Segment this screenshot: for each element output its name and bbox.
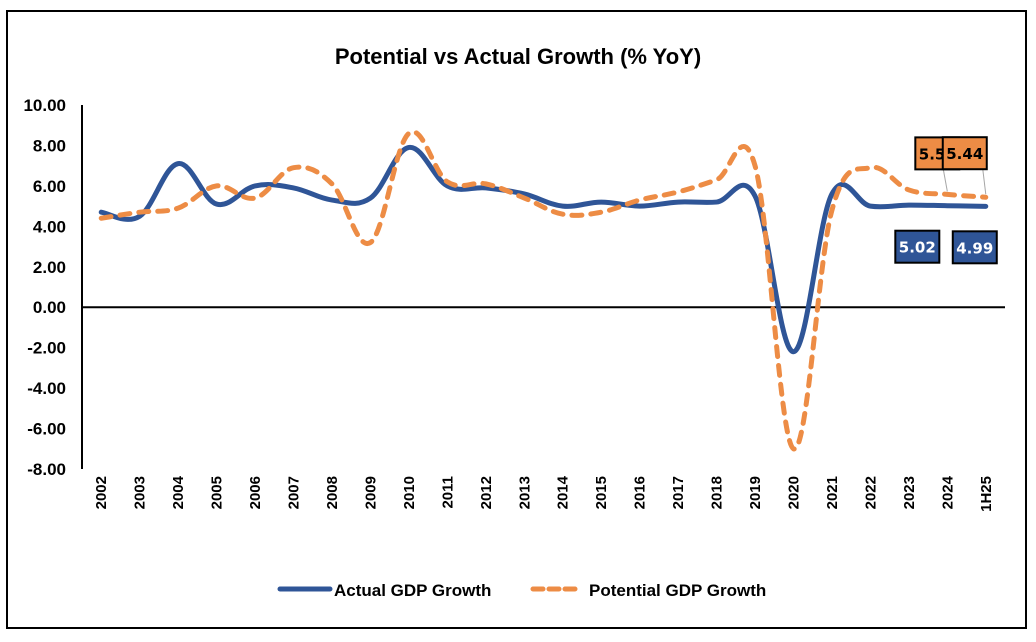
label-leaders xyxy=(942,169,987,195)
x-tick-label: 2024 xyxy=(939,475,956,509)
y-tick-label: 8.00 xyxy=(33,136,66,155)
y-tick-label: 6.00 xyxy=(33,177,66,196)
chart-title: Potential vs Actual Growth (% YoY) xyxy=(335,44,701,69)
x-tick-label: 2010 xyxy=(401,476,418,509)
x-tick-label: 2023 xyxy=(901,476,918,509)
legend: Actual GDP Growth Potential GDP Growth xyxy=(277,581,766,600)
data-label: 5.02 xyxy=(899,239,936,257)
y-tick-label: 2.00 xyxy=(33,258,66,277)
data-label-box xyxy=(894,229,941,264)
data-label-box xyxy=(941,136,988,171)
x-tick-label: 2019 xyxy=(747,476,764,509)
y-tick-label: -2.00 xyxy=(27,339,66,358)
y-axis-ticks: 10.00 8.00 6.00 4.00 2.00 0.00 -2.00 -4.00 -6.00… xyxy=(23,96,66,479)
x-tick-label: 2018 xyxy=(709,476,726,509)
y-tick-label: 4.00 xyxy=(33,217,66,236)
legend-label-actual: Actual GDP Growth xyxy=(334,581,491,600)
x-tick-label: 2008 xyxy=(324,476,341,509)
data-label-box xyxy=(951,230,998,265)
series-group xyxy=(98,129,989,452)
y-tick-label: 10.00 xyxy=(23,96,66,115)
y-tick-label: -8.00 xyxy=(27,460,66,479)
x-tick-label: 2016 xyxy=(632,476,649,509)
x-tick-label: 2015 xyxy=(593,476,610,509)
x-tick-label: 2020 xyxy=(785,476,802,509)
data-labels: 5.585.445.02 4.99 xyxy=(894,136,998,265)
x-tick-label: 2013 xyxy=(516,476,533,509)
y-tick-label: -4.00 xyxy=(27,379,66,398)
x-tick-label: 2003 xyxy=(132,476,149,509)
x-tick-label: 2014 xyxy=(555,475,572,509)
data-label: 5.44 xyxy=(946,145,983,163)
y-tick-label: -6.00 xyxy=(27,420,66,439)
x-tick-label: 2021 xyxy=(824,476,841,509)
data-label: 4.99 xyxy=(956,239,993,257)
legend-label-potential: Potential GDP Growth xyxy=(589,581,766,600)
y-tick-label: 0.00 xyxy=(33,298,66,317)
x-tick-label: 2006 xyxy=(247,476,264,509)
x-tick-label: 2005 xyxy=(209,476,226,509)
x-tick-label: 1H25 xyxy=(978,476,995,512)
actual-gdp-growth-line xyxy=(98,144,989,355)
chart-frame xyxy=(6,10,1027,629)
x-tick-label: 2004 xyxy=(170,475,187,509)
x-tick-label: 2011 xyxy=(439,476,456,509)
x-tick-label: 2002 xyxy=(93,476,110,509)
potential-gdp-growth-line xyxy=(98,129,989,452)
x-tick-label: 2007 xyxy=(286,476,303,509)
x-tick-label: 2022 xyxy=(862,476,879,509)
label-leader-line xyxy=(942,169,948,192)
label-leader-line xyxy=(982,169,987,195)
x-tick-label: 2009 xyxy=(362,476,379,509)
x-axis-ticks: 2002 2003 2004 2005 2006 2007 2008 2009 2010 2011… xyxy=(93,475,995,512)
x-tick-label: 2017 xyxy=(670,476,687,509)
x-tick-label: 2012 xyxy=(478,476,495,509)
